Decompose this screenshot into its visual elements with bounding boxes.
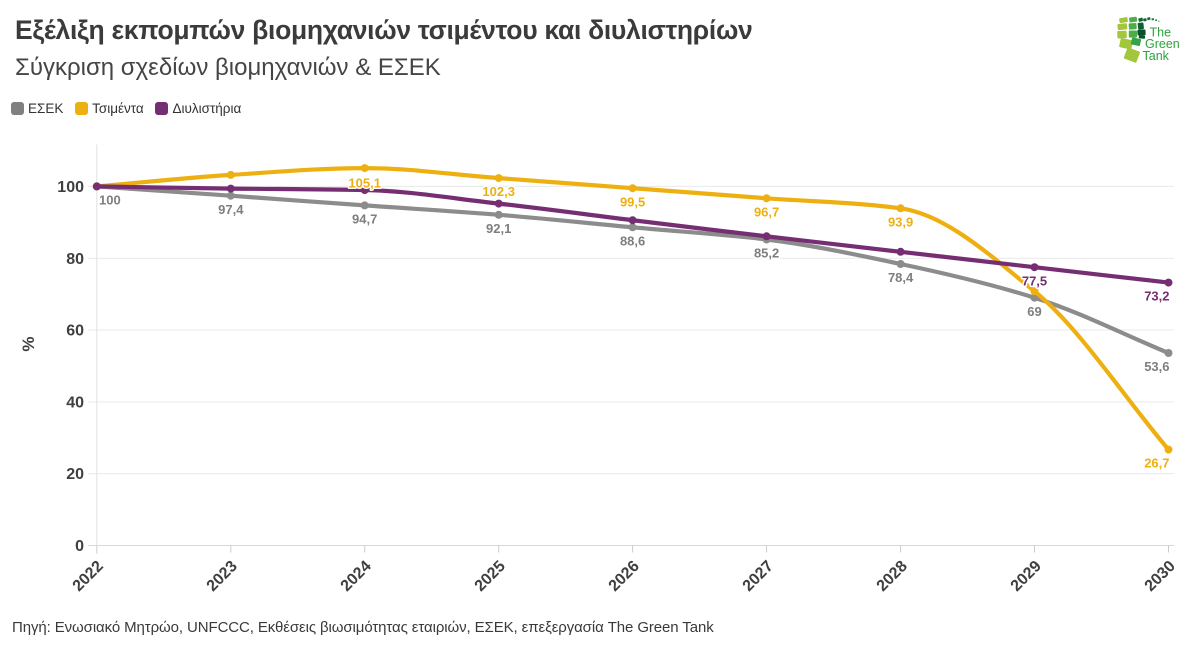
svg-text:2030: 2030	[1142, 558, 1179, 595]
svg-text:2026: 2026	[606, 558, 643, 595]
svg-text:Tank: Tank	[1143, 49, 1170, 63]
svg-text:85,2: 85,2	[754, 246, 779, 261]
svg-text:100: 100	[99, 193, 121, 208]
svg-text:Green: Green	[1145, 37, 1180, 51]
svg-text:40: 40	[66, 395, 84, 412]
svg-text:2028: 2028	[874, 558, 911, 595]
svg-text:2025: 2025	[472, 558, 509, 595]
svg-text:20: 20	[66, 466, 84, 483]
svg-text:92,1: 92,1	[486, 221, 511, 236]
svg-text:2022: 2022	[70, 558, 107, 595]
svg-text:97,4: 97,4	[218, 202, 244, 217]
svg-text:%: %	[19, 336, 38, 351]
svg-text:93,9: 93,9	[888, 214, 913, 229]
svg-text:0: 0	[75, 538, 84, 555]
svg-text:26,7: 26,7	[1144, 456, 1169, 471]
svg-text:100: 100	[57, 179, 84, 196]
svg-text:The: The	[1150, 25, 1172, 39]
svg-text:2024: 2024	[338, 558, 375, 595]
svg-text:2029: 2029	[1008, 558, 1045, 595]
svg-text:78,4: 78,4	[888, 270, 914, 285]
svg-text:105,1: 105,1	[348, 176, 381, 191]
svg-text:53,6: 53,6	[1144, 359, 1169, 374]
svg-text:80: 80	[66, 251, 84, 268]
svg-text:2023: 2023	[204, 558, 241, 595]
svg-text:77,5: 77,5	[1022, 273, 1047, 288]
svg-text:88,6: 88,6	[620, 233, 645, 248]
svg-text:96,7: 96,7	[754, 204, 779, 219]
svg-text:2027: 2027	[740, 558, 777, 595]
svg-text:99,5: 99,5	[620, 194, 645, 209]
svg-text:102,3: 102,3	[482, 184, 515, 199]
svg-text:69: 69	[1027, 304, 1041, 319]
svg-text:94,7: 94,7	[352, 212, 377, 227]
svg-text:60: 60	[66, 323, 84, 340]
svg-text:73,2: 73,2	[1144, 289, 1169, 304]
